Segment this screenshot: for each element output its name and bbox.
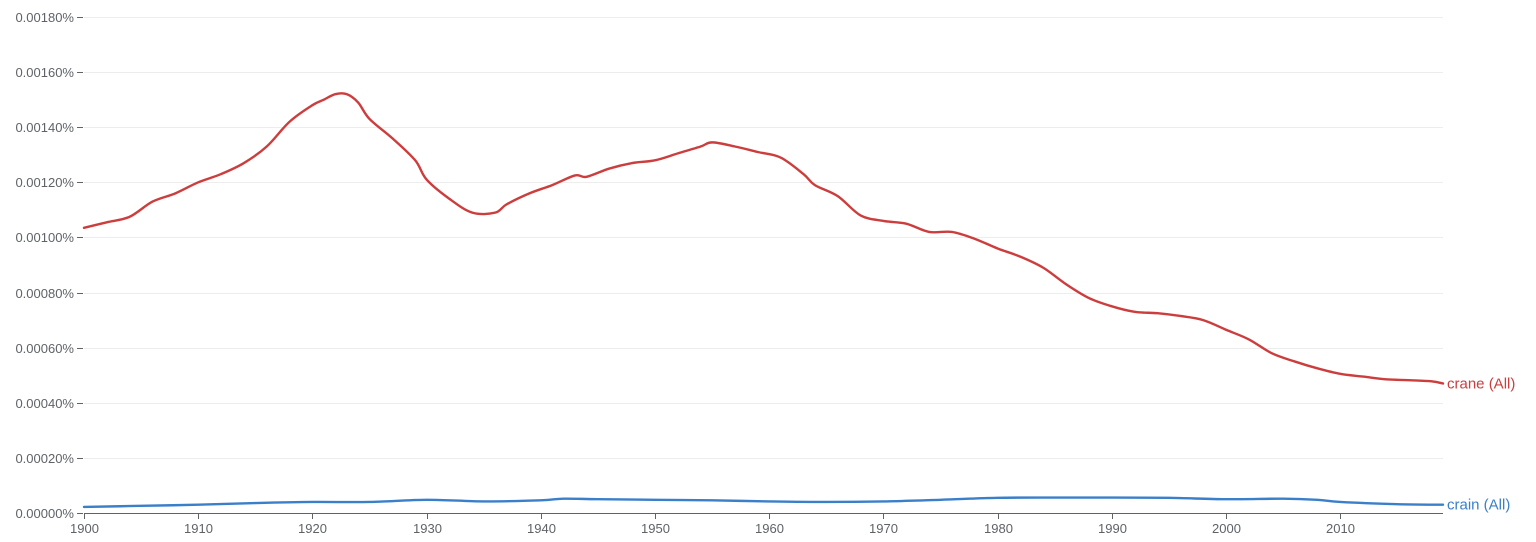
y-tick-label: 0.00100%: [15, 230, 74, 245]
x-tick-label: 1910: [184, 521, 213, 536]
x-tick-label: 1970: [869, 521, 898, 536]
y-tick-label: 0.00160%: [15, 65, 74, 80]
x-tick-label: 1950: [641, 521, 670, 536]
series-label-crane[interactable]: crane (All): [1447, 375, 1515, 392]
y-tick-label: 0.00080%: [15, 286, 74, 301]
x-tick-label: 1960: [755, 521, 784, 536]
x-tick-label: 1940: [527, 521, 556, 536]
y-tick-label: 0.00040%: [15, 396, 74, 411]
y-tick-label: 0.00140%: [15, 120, 74, 135]
y-tick-label: 0.00180%: [15, 10, 74, 25]
x-tick-label: 1920: [298, 521, 327, 536]
axis-layer: 0.00000% 0.00020% 0.00040% 0.00060% 0.00080%…: [15, 10, 1443, 536]
series-label-crain[interactable]: crain (All): [1447, 497, 1510, 514]
series-line-crane[interactable]: [82, 92, 1445, 385]
x-tick-label: 1990: [1098, 521, 1127, 536]
y-tick-label: 0.00020%: [15, 451, 74, 466]
y-tick-label: 0.00060%: [15, 341, 74, 356]
series-layer[interactable]: crane (All) crain (All): [82, 92, 1515, 514]
grid-layer: [84, 17, 1443, 459]
y-tick-label: 0.00000%: [15, 506, 74, 521]
x-tick-label: 1980: [984, 521, 1013, 536]
x-tick-label: 2010: [1326, 521, 1355, 536]
x-tick-label: 2000: [1212, 521, 1241, 536]
x-tick-label: 1930: [413, 521, 442, 536]
series-line-crain[interactable]: [82, 496, 1445, 509]
x-tick-label: 1900: [70, 521, 99, 536]
y-tick-label: 0.00120%: [15, 175, 74, 190]
